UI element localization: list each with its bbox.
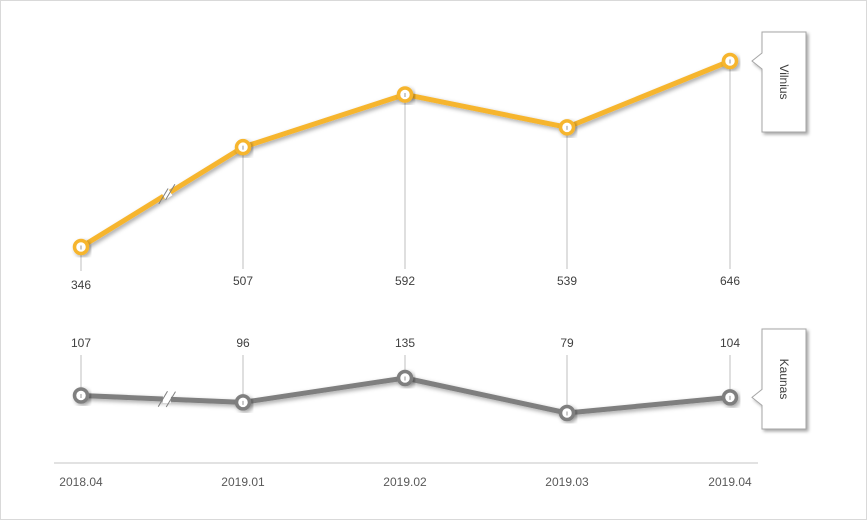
axis-break-mark bbox=[158, 188, 169, 205]
x-axis-tick-label: 2019.02 bbox=[383, 475, 427, 489]
x-axis-tick-label: 2018.04 bbox=[59, 475, 103, 489]
axis-break-mark bbox=[157, 390, 168, 407]
data-label: 135 bbox=[395, 336, 415, 350]
axis-break-gap bbox=[161, 188, 173, 200]
data-label: 96 bbox=[236, 336, 250, 350]
axis-break-mark bbox=[165, 391, 176, 408]
data-label: 539 bbox=[557, 274, 577, 288]
series-name-label: Kaunas bbox=[777, 359, 791, 400]
series-name-tag bbox=[751, 328, 807, 430]
data-label: 104 bbox=[720, 336, 740, 350]
series-name-tag bbox=[751, 31, 807, 133]
data-label: 107 bbox=[71, 336, 91, 350]
axis-break-mark bbox=[165, 184, 176, 200]
x-axis-tick-label: 2019.04 bbox=[708, 475, 752, 489]
x-axis-tick-label: 2019.03 bbox=[545, 475, 589, 489]
data-label: 507 bbox=[233, 274, 253, 288]
x-axis-tick-label: 2019.01 bbox=[221, 475, 265, 489]
data-label: 592 bbox=[395, 274, 415, 288]
series-name-label: Vilnius bbox=[777, 64, 791, 99]
data-label: 79 bbox=[560, 336, 574, 350]
data-label: 346 bbox=[71, 278, 91, 292]
data-label: 646 bbox=[720, 274, 740, 288]
